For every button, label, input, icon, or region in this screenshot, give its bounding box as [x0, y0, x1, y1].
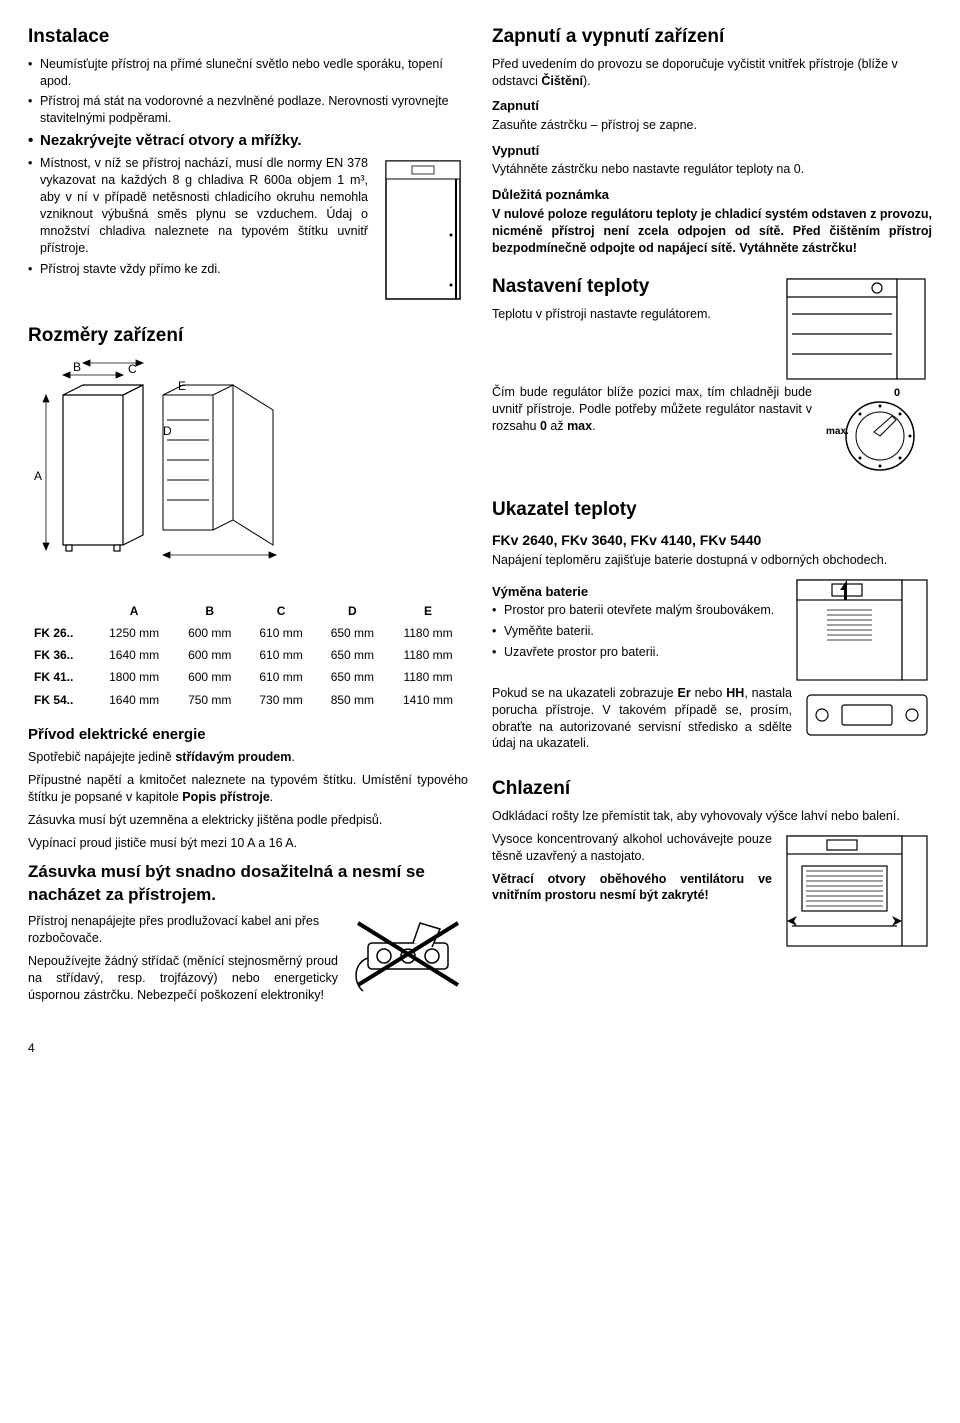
- install-bullet-list-2: Místnost, v níž se přístroj nachází, mus…: [28, 155, 368, 277]
- fridge-front-icon: [378, 155, 468, 305]
- fan-vent-icon: [782, 831, 932, 951]
- table-header: B: [174, 600, 245, 622]
- dim-label-b: B: [73, 360, 81, 374]
- socket-paragraph: Nepoužívejte žádný střídač (měnící stejn…: [28, 953, 338, 1004]
- heading-cooling: Chlazení: [492, 776, 932, 802]
- install-bullet: Neumísťujte přístroj na přímé sluneční s…: [28, 56, 468, 90]
- power-paragraph: Zásuvka musí být uzemněna a elektricky j…: [28, 812, 468, 829]
- temp-paragraph-2: Čím bude regulátor blíže pozici max, tím…: [492, 384, 812, 435]
- dial-max-label: max.: [826, 426, 849, 437]
- dim-label-c: C: [128, 362, 137, 376]
- temp-paragraph: Teplotu v přístroji nastavte regulátorem…: [492, 306, 772, 323]
- table-row: FK 36.. 1640 mm 600 mm 610 mm 650 mm 118…: [28, 644, 468, 666]
- page-number: 4: [28, 1040, 932, 1056]
- right-column: Zapnutí a vypnutí zařízení Před uvedením…: [492, 24, 932, 1010]
- heading-instalace: Instalace: [28, 24, 468, 50]
- socket-paragraph: Přístroj nenapájejte přes prodlužovací k…: [28, 913, 338, 947]
- cooling-paragraph: Odkládací rošty lze přemístit tak, aby v…: [492, 808, 932, 825]
- heading-temp: Nastavení teploty: [492, 274, 772, 300]
- note-paragraph: V nulové poloze regulátoru teploty je ch…: [492, 206, 932, 257]
- heading-onoff: Zapnutí a vypnutí zařízení: [492, 24, 932, 50]
- power-paragraph: Vypínací proud jističe musí být mezi 10 …: [28, 835, 468, 852]
- off-paragraph: Vytáhněte zástrčku nebo nastavte regulát…: [492, 161, 932, 178]
- battery-compartment-icon: [792, 575, 932, 685]
- dial-zero-label: 0: [894, 387, 900, 399]
- install-room-bullet: Místnost, v níž se přístroj nachází, mus…: [28, 155, 368, 256]
- indicator-error-paragraph: Pokud se na ukazateli zobrazuje Er nebo …: [492, 685, 792, 753]
- power-paragraph: Přípustné napětí a kmitočet naleznete na…: [28, 772, 468, 806]
- subhead-battery: Výměna baterie: [492, 583, 782, 601]
- fridge-interior-icon: [782, 274, 932, 384]
- dim-label-a: A: [34, 469, 42, 483]
- table-header: D: [317, 600, 388, 622]
- indicator-paragraph: Napájení teploměru zajišťuje baterie dos…: [492, 552, 932, 569]
- dim-label-d: D: [163, 424, 172, 438]
- heading-indicator: Ukazatel teploty: [492, 497, 932, 523]
- table-row: FK 26.. 1250 mm 600 mm 610 mm 650 mm 118…: [28, 622, 468, 644]
- battery-bullet: Uzavřete prostor pro baterii.: [492, 644, 782, 661]
- battery-bullet: Vyměňte baterii.: [492, 623, 782, 640]
- table-header: A: [94, 600, 174, 622]
- indicator-models: FKv 2640, FKv 3640, FKv 4140, FKv 5440: [492, 531, 932, 550]
- table-header: C: [245, 600, 316, 622]
- onoff-intro: Před uvedením do provozu se doporučuje v…: [492, 56, 932, 90]
- cooling-warning: Větrací otvory oběhového ventilátoru ve …: [492, 871, 772, 905]
- dimensions-diagram: A B C D E: [28, 355, 468, 590]
- install-bullet-list: Neumísťujte přístroj na přímé sluneční s…: [28, 56, 468, 152]
- heading-power: Přívod elektrické energie: [28, 725, 468, 745]
- install-wall-bullet: Přístroj stavte vždy přímo ke zdi.: [28, 261, 368, 278]
- power-paragraph: Spotřebič napájejte jedině střídavým pro…: [28, 749, 468, 766]
- dimensions-table: A B C D E FK 26.. 1250 mm 600 mm 610 mm …: [28, 600, 468, 711]
- subhead-vypnuti: Vypnutí: [492, 142, 932, 160]
- table-row: FK 54.. 1640 mm 750 mm 730 mm 850 mm 141…: [28, 689, 468, 711]
- subhead-zapnuti: Zapnutí: [492, 97, 932, 115]
- dim-label-e: E: [178, 379, 186, 393]
- power-strip-icon: [348, 913, 468, 993]
- on-paragraph: Zasuňte zástrčku – přístroj se zapne.: [492, 117, 932, 134]
- left-column: Instalace Neumísťujte přístroj na přímé …: [28, 24, 468, 1010]
- thermostat-dial-icon: 0 max.: [822, 384, 932, 479]
- table-header: [28, 600, 94, 622]
- install-bullet-bold: Nezakrývejte větrací otvory a mřížky.: [28, 131, 468, 151]
- table-row: FK 41.. 1800 mm 600 mm 610 mm 650 mm 118…: [28, 666, 468, 688]
- install-bullet: Přístroj má stát na vodorovné a nezvlněn…: [28, 93, 468, 127]
- battery-bullet-list: Prostor pro baterii otevřete malým šroub…: [492, 602, 782, 661]
- cooling-paragraph: Vysoce koncentrovaný alkohol uchovávejte…: [492, 831, 772, 865]
- display-panel-icon: [802, 685, 932, 745]
- heading-rozmery: Rozměry zařízení: [28, 323, 468, 349]
- heading-socket: Zásuvka musí být snadno dosažitelná a ne…: [28, 861, 468, 907]
- table-header: E: [388, 600, 468, 622]
- battery-bullet: Prostor pro baterii otevřete malým šroub…: [492, 602, 782, 619]
- subhead-note: Důležitá poznámka: [492, 186, 932, 204]
